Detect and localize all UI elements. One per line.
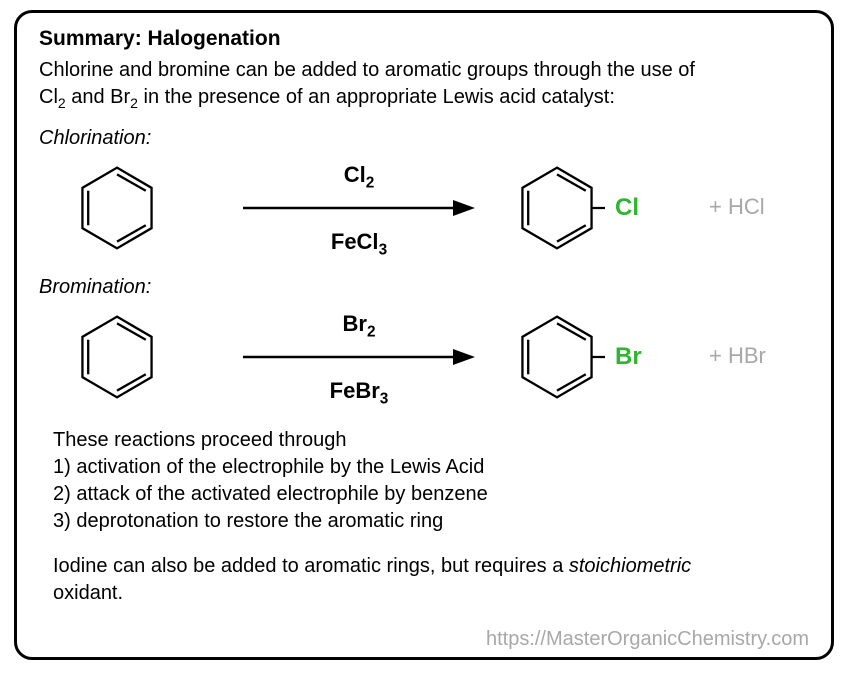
reagent-bot-br-text: FeBr (330, 378, 380, 403)
summary-card: Summary: Halogenation Chlorine and bromi… (14, 10, 834, 660)
step-3: 3) deprotonation to restore the aromatic… (53, 510, 443, 532)
reagent-bot-cl-text: FeCl (331, 229, 379, 254)
byproduct-cl: + HCl (709, 194, 765, 220)
reaction-arrow-br: Br2 FeBr3 (239, 311, 479, 409)
intro-cl-sub: 2 (58, 95, 66, 111)
chlorination-reaction: Cl2 FeCl3 Cl + HCl (39, 152, 809, 272)
iodine-note: Iodine can also be added to aromatic rin… (39, 553, 809, 607)
intro-text: Chlorine and bromine can be added to aro… (39, 57, 809, 113)
byproduct-br: + HBr (709, 343, 766, 369)
reagent-top-br: Br2 (239, 311, 479, 341)
iodine-b: stoichiometric (569, 555, 691, 577)
reagent-top-br-text: Br (342, 311, 366, 336)
step-2: 2) attack of the activated electrophile … (53, 483, 488, 505)
benzene-reactant-cl (69, 160, 165, 261)
reaction-arrow-cl: Cl2 FeCl3 (239, 162, 479, 260)
benzene-icon (69, 309, 165, 405)
reagent-bot-br: FeBr3 (239, 378, 479, 408)
card-title: Summary: Halogenation (39, 27, 809, 51)
benzene-product-cl (509, 160, 605, 261)
reagent-bot-cl-sub: 3 (379, 242, 388, 259)
intro-and-br: and Br (66, 86, 130, 108)
bromination-label: Bromination: (39, 276, 809, 299)
benzene-product-icon (509, 309, 605, 405)
arrow-icon (239, 194, 479, 222)
step-1: 1) activation of the electrophile by the… (53, 456, 484, 478)
iodine-a: Iodine can also be added to aromatic rin… (53, 555, 569, 577)
arrow-icon (239, 343, 479, 371)
reagent-top-cl: Cl2 (239, 162, 479, 192)
reagent-top-br-sub: 2 (367, 323, 376, 340)
substituent-br: Br (615, 343, 642, 371)
reagent-bot-br-sub: 3 (380, 391, 389, 408)
mechanism-steps: These reactions proceed through 1) activ… (39, 427, 809, 535)
reagent-bot-cl: FeCl3 (239, 229, 479, 259)
intro-line1: Chlorine and bromine can be added to aro… (39, 59, 695, 81)
footer-link: https://MasterOrganicChemistry.com (486, 628, 809, 651)
benzene-product-icon (509, 160, 605, 256)
reagent-top-cl-text: Cl (344, 162, 366, 187)
benzene-reactant-br (69, 309, 165, 410)
reagent-top-cl-sub: 2 (366, 174, 375, 191)
intro-cl: Cl (39, 86, 58, 108)
steps-intro: These reactions proceed through (53, 429, 347, 451)
benzene-product-br (509, 309, 605, 410)
intro-rest: in the presence of an appropriate Lewis … (138, 86, 615, 108)
iodine-c: oxidant. (53, 582, 123, 604)
benzene-icon (69, 160, 165, 256)
bromination-reaction: Br2 FeBr3 Br + HBr (39, 301, 809, 421)
intro-br-sub: 2 (130, 95, 138, 111)
chlorination-label: Chlorination: (39, 127, 809, 150)
substituent-cl: Cl (615, 194, 639, 222)
